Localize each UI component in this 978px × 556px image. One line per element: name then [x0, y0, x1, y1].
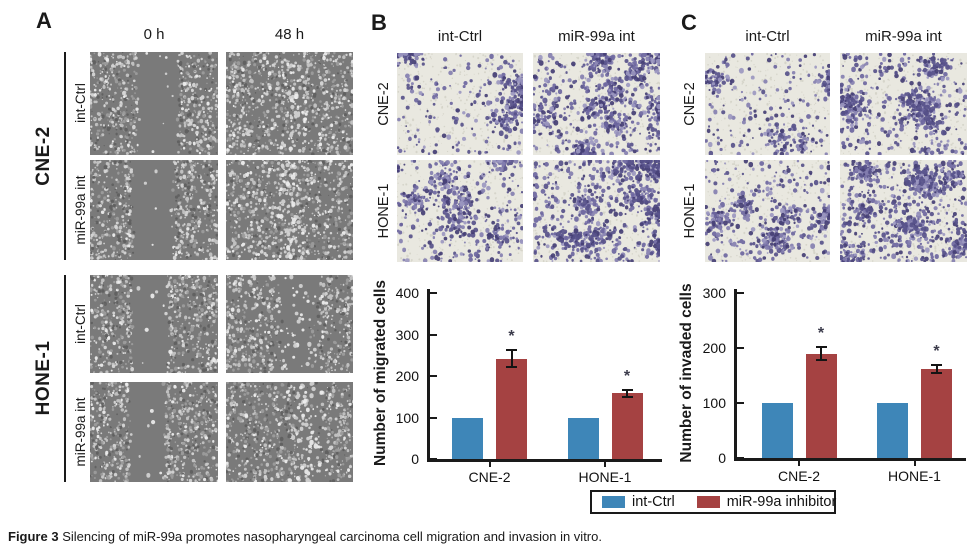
error-bar-cap-bottom: [816, 359, 827, 361]
x-tick-label: HONE-1: [870, 468, 960, 484]
error-bar-line: [511, 350, 513, 367]
error-bar-cap-top: [622, 389, 633, 391]
panel-b-label: B: [371, 10, 387, 36]
column-header-48h: 48 h: [226, 26, 353, 43]
row-label-hone1-mir99a-int: miR-99a int: [72, 372, 90, 492]
x-tick-mark: [489, 462, 491, 467]
bar-mir-99a-inhibitor-cne-2: [806, 354, 837, 459]
significance-asterisk: *: [502, 328, 522, 346]
row-label-hone1-int-ctrl: int-Ctrl: [72, 264, 90, 384]
significance-asterisk: *: [617, 368, 637, 386]
figure-caption-number: Figure 3: [8, 529, 59, 544]
wound-image-hone1-mir-48h: [226, 382, 353, 482]
group-bracket-hone1: [64, 275, 66, 482]
x-tick-label: CNE-2: [754, 468, 844, 484]
significance-asterisk: *: [811, 325, 831, 343]
wound-image-hone1-ctrl-0h: [90, 275, 218, 373]
group-bracket-cne2: [64, 52, 66, 260]
error-bar-cap-bottom: [506, 366, 517, 368]
y-tick-mark: [430, 458, 437, 460]
migrated-cells-bar-chart: 0 100 200 300 400 * * CNE-2 HONE-1: [370, 278, 672, 493]
legend-swatch-mir99a-inhibitor: [697, 496, 720, 508]
y-tick-label: 200: [686, 339, 726, 357]
y-tick-label: 100: [686, 394, 726, 412]
wound-image-hone1-ctrl-48h: [226, 275, 353, 373]
wound-image-cne2-ctrl-0h: [90, 52, 218, 155]
y-tick-label: 200: [379, 367, 419, 385]
x-tick-label: HONE-1: [560, 469, 650, 485]
row-label-cne2-mir99a-int: miR-99a int: [72, 150, 90, 270]
bar-int-ctrl-hone-1: [877, 403, 908, 458]
x-tick-mark: [604, 462, 606, 467]
panel-c-row-label-cne2: CNE-2: [681, 44, 699, 164]
y-tick-label: 400: [379, 284, 419, 302]
significance-asterisk: *: [927, 343, 947, 361]
legend-label-int-ctrl: int-Ctrl: [632, 494, 675, 510]
x-tick-mark: [914, 461, 916, 466]
bar-mir-99a-inhibitor-hone-1: [921, 369, 952, 458]
y-tick-label: 100: [379, 409, 419, 427]
migration-image-hone1-ctrl: [397, 160, 523, 262]
migration-image-hone1-mir: [533, 160, 660, 262]
y-tick-label: 0: [686, 449, 726, 467]
error-bar-cap-top: [931, 364, 942, 366]
bar-int-ctrl-cne-2: [452, 418, 483, 460]
chart-legend: int-Ctrl miR-99a inhibitor: [590, 490, 836, 514]
panel-c-column-header-mir99a: miR-99a int: [840, 28, 967, 45]
invaded-cells-bar-chart: 0 100 200 300 * * CNE-2 HONE-1: [676, 278, 976, 493]
error-bar-cap-top: [816, 346, 827, 348]
legend-label-mir99a-inhibitor: miR-99a inhibitor: [727, 494, 837, 510]
x-axis-line: [427, 459, 662, 462]
y-tick-label: 0: [379, 450, 419, 468]
y-tick-mark: [430, 375, 437, 377]
figure-caption: Figure 3 Silencing of miR-99a promotes n…: [8, 529, 602, 544]
y-tick-mark: [737, 457, 744, 459]
column-header-0h: 0 h: [90, 26, 218, 43]
x-axis-line: [734, 458, 966, 461]
bar-mir-99a-inhibitor-hone-1: [612, 393, 643, 459]
panel-c-label: C: [681, 10, 697, 36]
panel-b-row-label-cne2: CNE-2: [375, 44, 393, 164]
group-label-hone1: HONE-1: [35, 318, 53, 438]
panel-b-column-header-int-ctrl: int-Ctrl: [397, 28, 523, 45]
wound-image-hone1-mir-0h: [90, 382, 218, 482]
bar-int-ctrl-cne-2: [762, 403, 793, 458]
panel-a-label: A: [36, 8, 52, 34]
group-label-cne2: CNE-2: [35, 96, 53, 216]
panel-c-column-header-int-ctrl: int-Ctrl: [705, 28, 830, 45]
invasion-image-hone1-ctrl: [705, 160, 830, 262]
y-tick-mark: [430, 292, 437, 294]
y-tick-mark: [737, 402, 744, 404]
panel-c-row-label-hone1: HONE-1: [681, 151, 699, 271]
y-tick-label: 300: [686, 284, 726, 302]
bar-mir-99a-inhibitor-cne-2: [496, 359, 527, 459]
invasion-image-cne2-ctrl: [705, 53, 830, 155]
invasion-image-cne2-mir: [840, 53, 967, 155]
row-label-cne2-int-ctrl: int-Ctrl: [72, 43, 90, 163]
wound-image-cne2-ctrl-48h: [226, 52, 353, 155]
wound-image-cne2-mir-48h: [226, 160, 353, 260]
panel-b-row-label-hone1: HONE-1: [375, 151, 393, 271]
y-tick-mark: [737, 292, 744, 294]
x-tick-mark: [798, 461, 800, 466]
legend-swatch-int-ctrl: [602, 496, 625, 508]
error-bar-cap-bottom: [931, 372, 942, 374]
figure-caption-text: Silencing of miR-99a promotes nasopharyn…: [62, 529, 602, 544]
y-tick-label: 300: [379, 326, 419, 344]
x-tick-label: CNE-2: [445, 469, 535, 485]
panel-b-column-header-mir99a: miR-99a int: [533, 28, 660, 45]
migration-image-cne2-ctrl: [397, 53, 523, 155]
wound-image-cne2-mir-0h: [90, 160, 218, 260]
y-tick-mark: [430, 334, 437, 336]
y-axis-line: [734, 289, 737, 461]
y-tick-mark: [430, 417, 437, 419]
y-tick-mark: [737, 347, 744, 349]
migration-image-cne2-mir: [533, 53, 660, 155]
error-bar-cap-bottom: [622, 396, 633, 398]
bar-int-ctrl-hone-1: [568, 418, 599, 460]
invasion-image-hone1-mir: [840, 160, 967, 262]
error-bar-cap-top: [506, 349, 517, 351]
